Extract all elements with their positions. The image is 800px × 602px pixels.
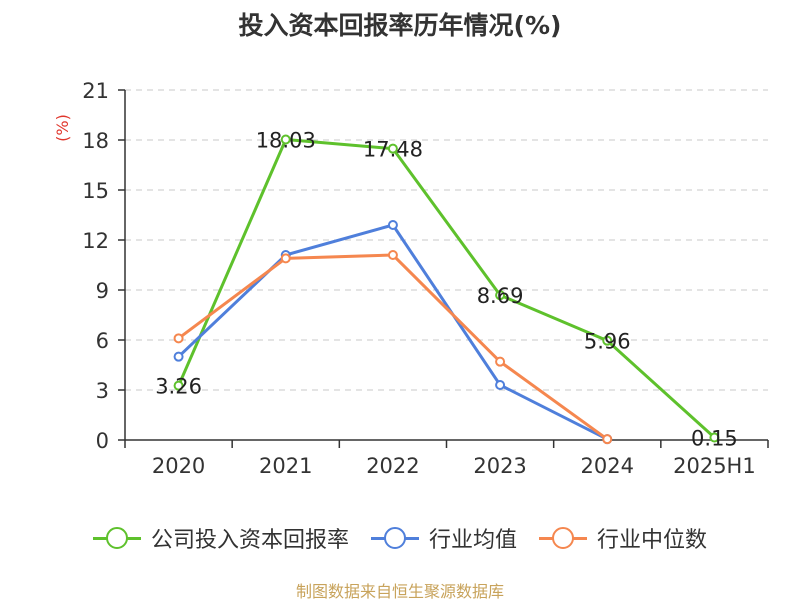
source-note: 制图数据来自恒生聚源数据库: [295, 582, 504, 601]
data-point: [602, 335, 613, 346]
y-axis-label: (%): [53, 114, 72, 142]
x-tick-label: 2022: [366, 454, 419, 478]
data-point: [173, 333, 184, 344]
data-label: 5.96: [584, 330, 631, 354]
data-point: [495, 290, 506, 301]
legend-marker-icon: [92, 526, 141, 550]
data-point: [173, 380, 184, 391]
legend: 公司投入资本回报率 行业均值 行业中位数: [0, 518, 800, 558]
legend-label: 行业均值: [428, 528, 517, 553]
x-tick-label: 2024: [581, 454, 634, 478]
y-tick-label: 0: [96, 429, 109, 453]
x-tick-label: 2025H1: [673, 454, 756, 478]
y-tick-label: 21: [82, 79, 109, 103]
data-point: [387, 220, 398, 230]
data-label: 0.15: [691, 427, 738, 451]
y-tick-label: 3: [96, 379, 109, 403]
chart-title: 投入资本回报率历年情况(%): [238, 11, 562, 40]
data-point: [173, 351, 184, 362]
legend-marker-icon: [539, 526, 587, 550]
data-point: [709, 432, 720, 443]
series-line: [177, 253, 609, 441]
data-label: 18.03: [256, 129, 316, 153]
y-tick-label: 12: [82, 229, 109, 253]
data-point: [280, 253, 291, 264]
legend-label: 行业中位数: [597, 528, 708, 553]
x-tick-label: 2023: [473, 454, 526, 478]
data-point: [280, 134, 291, 145]
data-point: [602, 434, 613, 445]
data-label: 8.69: [477, 284, 524, 308]
y-tick-label: 18: [82, 129, 109, 153]
data-point: [387, 143, 398, 154]
data-point: [387, 250, 398, 260]
y-tick-label: 15: [82, 179, 109, 203]
legend-item-company[interactable]: 公司投入资本回报率: [92, 522, 349, 554]
data-point: [495, 380, 506, 390]
y-tick-label: 9: [96, 279, 109, 303]
legend-item-industry-median[interactable]: 行业中位数: [539, 522, 707, 554]
legend-marker-icon: [370, 526, 419, 550]
data-label: 17.48: [363, 138, 423, 162]
legend-label: 公司投入资本回报率: [150, 528, 349, 553]
x-tick-label: 2021: [259, 454, 312, 478]
x-tick-label: 2020: [152, 454, 205, 478]
data-point: [495, 356, 506, 367]
y-tick-label: 6: [96, 329, 109, 353]
legend-item-industry-mean[interactable]: 行业均值: [370, 522, 517, 554]
data-label: 3.26: [155, 375, 202, 399]
series-line: [177, 138, 716, 439]
